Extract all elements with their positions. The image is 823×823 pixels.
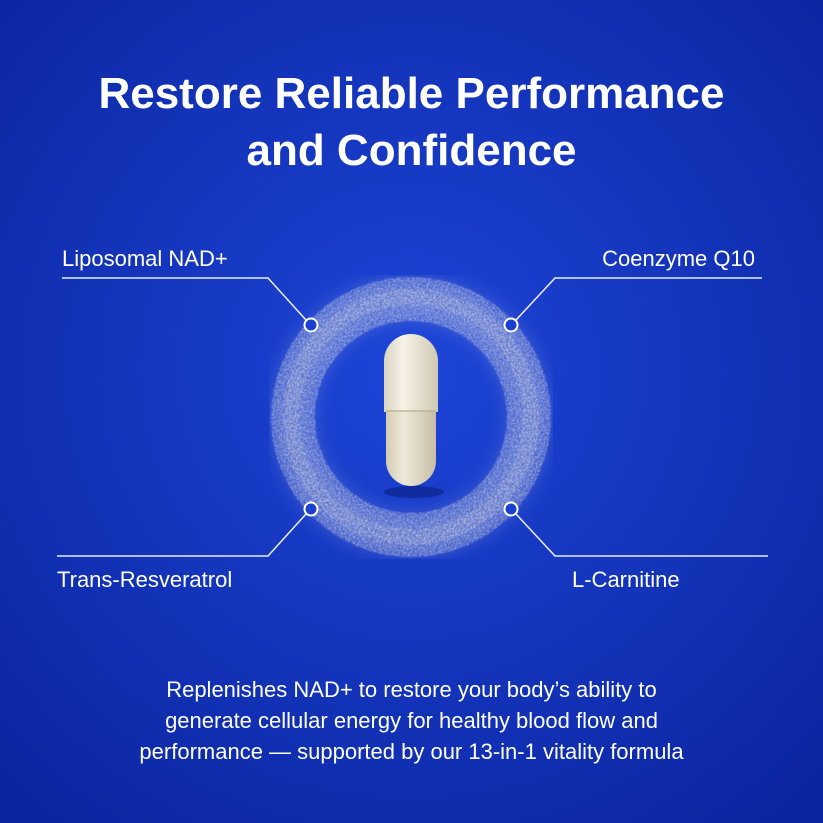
ingredient-label: L-Carnitine [572, 567, 680, 592]
leader-lines [57, 277, 768, 557]
ingredient-label: Liposomal NAD+ [62, 246, 228, 271]
capsule [384, 334, 444, 498]
powder-ring [271, 277, 551, 557]
ingredient-label: Trans-Resveratrol [57, 567, 232, 592]
description-line: generate cellular energy for healthy blo… [165, 708, 658, 733]
description-line: Replenishes NAD+ to restore your body’s … [166, 677, 657, 702]
description-line: performance — supported by our 13-in-1 v… [139, 739, 684, 764]
title-line: and Confidence [246, 126, 576, 175]
ingredient-label: Coenzyme Q10 [602, 246, 755, 271]
title-line: Restore Reliable Performance [98, 69, 724, 118]
